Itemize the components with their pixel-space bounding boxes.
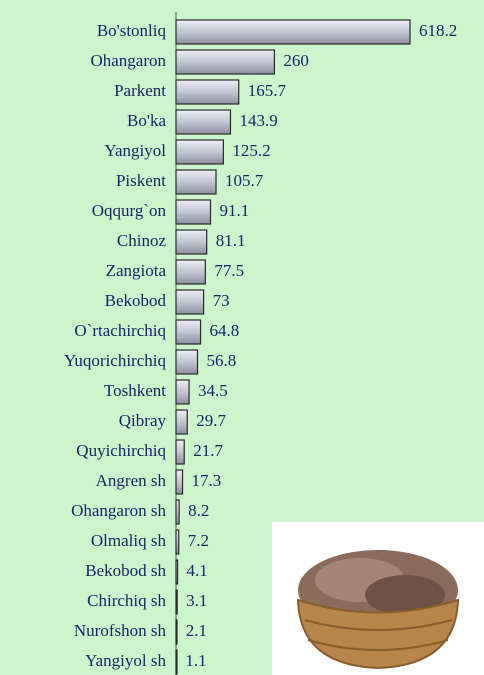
bar [176, 440, 184, 464]
value-label: 91.1 [219, 201, 249, 220]
bar [176, 530, 179, 554]
category-label: Angren sh [96, 471, 167, 490]
value-label: 1.1 [185, 651, 206, 670]
category-label: Bo'stonliq [97, 21, 167, 40]
bar [176, 200, 210, 224]
value-label: 260 [283, 51, 309, 70]
bar [176, 80, 239, 104]
bar [176, 560, 178, 584]
value-label: 7.2 [188, 531, 209, 550]
bar [176, 590, 177, 614]
value-label: 34.5 [198, 381, 228, 400]
category-label: Bo'ka [127, 111, 166, 130]
bar [176, 320, 201, 344]
category-label: Bekobod [105, 291, 167, 310]
value-label: 77.5 [214, 261, 244, 280]
value-label: 21.7 [193, 441, 223, 460]
value-label: 2.1 [186, 621, 207, 640]
bar [176, 650, 177, 674]
value-label: 73 [213, 291, 230, 310]
bar [176, 260, 205, 284]
bar [176, 350, 197, 374]
value-label: 81.1 [216, 231, 246, 250]
bar [176, 50, 274, 74]
category-label: Zangiota [106, 261, 167, 280]
value-label: 105.7 [225, 171, 264, 190]
category-label: Quyichirchiq [76, 441, 166, 460]
value-label: 143.9 [239, 111, 277, 130]
category-label: Yangiyol sh [85, 651, 166, 670]
bar [176, 20, 410, 44]
category-label: O`rtachirchiq [74, 321, 166, 340]
category-label: Ohangaron [90, 51, 166, 70]
category-label: Toshkent [104, 381, 166, 400]
value-label: 618.2 [419, 21, 457, 40]
category-label: Piskent [116, 171, 166, 190]
category-label: Chirchiq sh [87, 591, 166, 610]
category-label: Chinoz [117, 231, 167, 250]
bar [176, 470, 183, 494]
value-label: 17.3 [192, 471, 222, 490]
chart: Bo'stonliq 618.2 Ohangaron 260 Parkent 165.7 B… [0, 0, 484, 675]
value-label: 4.1 [187, 561, 208, 580]
bar [176, 500, 179, 524]
bar [176, 170, 216, 194]
category-label: Nurofshon sh [74, 621, 167, 640]
bar [176, 230, 207, 254]
category-label: Ohangaron sh [71, 501, 166, 520]
basket-image [272, 522, 484, 675]
bar [176, 140, 223, 164]
value-label: 64.8 [210, 321, 240, 340]
category-label: Oqqurg`on [92, 201, 167, 220]
bar [176, 620, 177, 644]
value-label: 29.7 [196, 411, 226, 430]
bar [176, 110, 230, 134]
value-label: 8.2 [188, 501, 209, 520]
category-label: Olmaliq sh [91, 531, 167, 550]
value-label: 3.1 [186, 591, 207, 610]
category-label: Bekobod sh [85, 561, 166, 580]
category-label: Yangiyol [104, 141, 166, 160]
category-label: Qibray [119, 411, 167, 430]
bar [176, 380, 189, 404]
value-label: 56.8 [206, 351, 236, 370]
category-label: Yuqorichirchiq [64, 351, 166, 370]
category-label: Parkent [114, 81, 166, 100]
bar [176, 410, 187, 434]
bar [176, 290, 204, 314]
value-label: 125.2 [232, 141, 270, 160]
value-label: 165.7 [248, 81, 287, 100]
